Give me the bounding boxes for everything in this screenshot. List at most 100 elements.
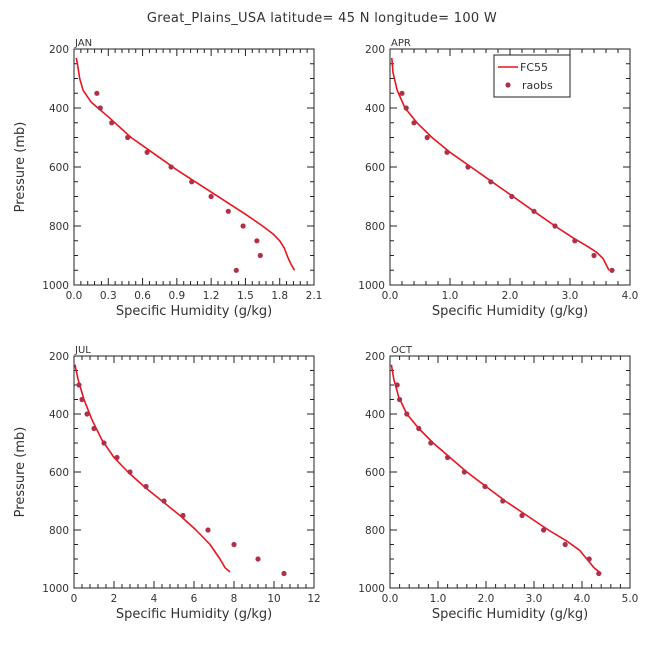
x-tick-label: 3.0 xyxy=(562,290,579,302)
y-tick-label: 1000 xyxy=(42,280,69,292)
y-tick-label: 400 xyxy=(49,103,69,115)
raobs-point xyxy=(461,469,467,475)
raobs-point xyxy=(562,541,568,548)
raobs-point xyxy=(404,411,410,417)
raobs-point xyxy=(161,498,167,504)
raobs-point xyxy=(97,105,103,111)
y-tick-label: 400 xyxy=(365,103,385,115)
x-tick-label: 4.0 xyxy=(622,290,639,302)
raobs-point xyxy=(488,179,494,185)
x-tick-label: 1.5 xyxy=(237,290,254,302)
x-tick-label: 4.0 xyxy=(574,593,591,605)
x-axis-label: Specific Humidity (g/kg) xyxy=(116,607,272,622)
raobs-point xyxy=(591,252,597,259)
x-tick-label: 1.0 xyxy=(430,593,447,605)
raobs-point xyxy=(109,120,115,126)
legend-label-fc55: FC55 xyxy=(520,61,548,74)
raobs-point xyxy=(79,396,85,403)
panel-oct: 0.0 1.0 2.0 3.0 4.0 5.0 200 400 600 800 1000 OCT Spe… xyxy=(358,345,638,622)
figure-title: Great_Plains_USA latitude= 45 N longitud… xyxy=(147,11,497,26)
raobs-point xyxy=(428,440,434,446)
y-tick-label: 400 xyxy=(365,409,385,421)
panel-label: OCT xyxy=(391,345,413,356)
plot-frame xyxy=(73,48,315,286)
x-tick-label: 0.6 xyxy=(134,290,151,302)
raobs-point xyxy=(240,223,246,229)
raobs-point xyxy=(416,425,422,432)
y-tick-label: 600 xyxy=(49,162,69,174)
legend-box xyxy=(493,54,571,98)
panel-apr: 0.0 1.0 2.0 3.0 4.0 200 400 600 800 1000 APR Specif… xyxy=(358,38,638,319)
raobs-point xyxy=(76,382,82,388)
plot-frame xyxy=(389,355,631,589)
raobs-point xyxy=(180,512,186,519)
raobs-point xyxy=(254,238,260,244)
x-tick-label: 5.0 xyxy=(622,593,639,605)
x-tick-label: 3.0 xyxy=(526,593,543,605)
raobs-point xyxy=(572,238,578,244)
raobs-point xyxy=(114,454,120,461)
raobs-point xyxy=(596,570,602,577)
raobs-point xyxy=(482,483,488,490)
raobs-point xyxy=(541,527,547,533)
y-tick-label: 800 xyxy=(365,525,385,537)
y-tick-label: 200 xyxy=(365,351,385,363)
raobs-point xyxy=(399,90,405,96)
x-tick-label: 2.1 xyxy=(306,290,323,302)
panel-label: JUL xyxy=(74,345,91,356)
raobs-point xyxy=(255,556,261,562)
raobs-point xyxy=(143,483,149,490)
legend-label-raobs: raobs xyxy=(522,79,553,92)
raobs-point xyxy=(225,208,231,214)
x-tick-label: 10 xyxy=(267,593,280,605)
x-tick-label: 0.0 xyxy=(382,593,399,605)
x-tick-label: 0.3 xyxy=(100,290,117,302)
y-tick-label: 200 xyxy=(49,44,69,56)
x-tick-label: 1.8 xyxy=(271,290,288,302)
raobs-point xyxy=(531,208,537,214)
y-tick-label: 200 xyxy=(49,351,69,363)
panel-jul: 0 2 4 6 8 10 12 200 400 600 800 1000 JUL Specific Hum… xyxy=(13,345,321,622)
x-tick-label: 1.0 xyxy=(442,290,459,302)
x-tick-label: 0.0 xyxy=(66,290,83,302)
x-tick-label: 2.0 xyxy=(478,593,495,605)
raobs-point xyxy=(500,498,506,504)
panel-jan: 0.0 0.3 0.6 0.9 1.2 1.5 1.8 2.1 200 400 600 800 1000… xyxy=(13,38,322,319)
raobs-point xyxy=(397,396,403,403)
raobs-point xyxy=(91,425,97,432)
raobs-point xyxy=(144,149,150,155)
raobs-point xyxy=(168,164,174,170)
y-tick-label: 800 xyxy=(49,221,69,233)
x-tick-label: 12 xyxy=(307,593,320,605)
x-tick-label: 0 xyxy=(71,593,78,605)
x-tick-label: 0.0 xyxy=(382,290,399,302)
raobs-point xyxy=(233,267,239,273)
x-tick-label: 2.0 xyxy=(502,290,519,302)
panels-group: 0.0 0.3 0.6 0.9 1.2 1.5 1.8 2.12004006008001000… xyxy=(13,38,638,622)
raobs-point xyxy=(444,149,450,155)
raobs-point xyxy=(231,541,237,548)
raobs-point xyxy=(465,164,471,170)
plot-frame xyxy=(73,355,315,589)
raobs-point xyxy=(125,134,131,141)
panel-label: JAN xyxy=(74,38,92,49)
raobs-point xyxy=(281,570,287,577)
legend: FC55 raobs xyxy=(493,54,571,98)
series-line-fc55 xyxy=(390,364,602,575)
legend-marker-swatch xyxy=(505,82,511,88)
raobs-point xyxy=(189,179,195,185)
raobs-point xyxy=(101,440,107,446)
x-tick-label: 8 xyxy=(231,593,238,605)
raobs-point xyxy=(127,469,133,475)
y-tick-label: 600 xyxy=(49,467,69,479)
y-tick-label: 200 xyxy=(365,44,385,56)
x-tick-label: 6 xyxy=(191,593,198,605)
raobs-point xyxy=(509,193,515,200)
panel-label: APR xyxy=(391,38,411,49)
y-tick-label: 1000 xyxy=(42,583,69,595)
y-tick-label: 800 xyxy=(49,525,69,537)
y-tick-label: 400 xyxy=(49,409,69,421)
raobs-point xyxy=(84,411,90,417)
x-tick-label: 1.2 xyxy=(203,290,220,302)
raobs-point xyxy=(609,267,615,273)
